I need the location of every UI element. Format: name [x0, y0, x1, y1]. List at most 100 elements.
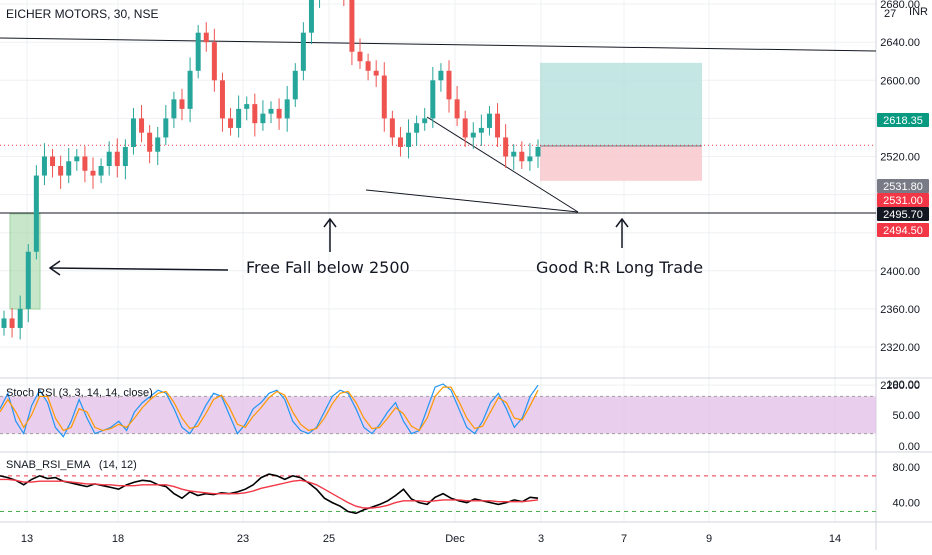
candle-body	[486, 113, 492, 128]
symbol-title: EICHER MOTORS, 30, NSE	[6, 7, 159, 21]
candle-body	[187, 70, 193, 109]
candle-body	[236, 108, 242, 128]
price-badge	[877, 113, 929, 127]
candle-body	[155, 137, 161, 152]
candle-body	[438, 70, 444, 81]
candle-body	[276, 108, 282, 119]
time-tick-label: 3	[538, 533, 544, 545]
snab-tick-label: 40.00	[892, 498, 920, 510]
stoch-series-line	[0, 383, 539, 438]
stoch-band	[0, 396, 876, 434]
arrow-up-trade-head	[615, 217, 629, 228]
price-badge	[877, 193, 929, 207]
arrow-left-head	[48, 260, 61, 276]
candle-body	[1, 318, 7, 328]
price-tick-label: 2640.00	[880, 37, 920, 49]
price-badge-label: 2531.80	[883, 181, 923, 193]
candle-body	[535, 146, 541, 157]
candle-body	[211, 42, 217, 81]
candle-body	[300, 32, 306, 71]
stoch-tick-label: 100.00	[886, 379, 920, 391]
arrow-up-support-head	[323, 217, 337, 228]
candle-body	[41, 156, 47, 176]
candle-body	[228, 118, 234, 128]
candle-body	[381, 75, 387, 119]
snab-tick-label: 80.00	[892, 462, 920, 474]
price-badge-label: 2494.50	[883, 225, 923, 237]
arrow-left-shaft	[49, 267, 229, 271]
candle-body	[17, 308, 23, 328]
candle-body	[527, 156, 533, 162]
candle-body	[163, 118, 169, 138]
stop-zone	[540, 146, 702, 181]
time-tick-label: 18	[112, 533, 124, 545]
candle-body	[478, 127, 484, 133]
candle-body	[244, 104, 250, 109]
time-tick-label: 9	[706, 533, 712, 545]
candle-body	[203, 32, 209, 43]
annotation-good-rr: Good R:R Long Trade	[536, 258, 704, 277]
candle-body	[98, 166, 104, 176]
wedge-upper-line	[426, 116, 579, 213]
time-tick-label: 13	[21, 533, 33, 545]
stoch-tick-label: 50.00	[892, 410, 920, 422]
price-tick-label: 2280.00	[880, 380, 920, 392]
candle-body	[147, 132, 153, 152]
candle-body	[292, 70, 298, 100]
candle-body	[82, 156, 88, 171]
candle-body	[195, 32, 201, 71]
candle-body	[414, 123, 420, 133]
candle-body	[519, 151, 525, 162]
target-zone	[540, 62, 702, 147]
price-badge	[877, 207, 929, 221]
time-tick-label: 14	[829, 533, 841, 545]
price-tick-label: 2360.00	[880, 304, 920, 316]
snab-rsi-label: SNAB_RSI_EMA (14, 12)	[6, 459, 137, 471]
price-badge	[877, 179, 929, 193]
price-badge-label: 2495.70	[883, 209, 923, 221]
candle-body	[74, 156, 80, 162]
candle-body	[422, 118, 428, 124]
time-tick-label: Dec	[445, 533, 465, 545]
candle-body	[430, 80, 436, 119]
price-tick-label: 2400.00	[880, 266, 920, 278]
candle-body	[268, 108, 274, 114]
candle-body	[171, 99, 177, 119]
candle-body	[66, 161, 72, 176]
candle-body	[260, 113, 266, 124]
candle-body	[9, 318, 15, 328]
candle-body	[122, 146, 128, 167]
candle-body	[33, 175, 39, 252]
candle-body	[106, 151, 112, 167]
candle-body	[357, 51, 363, 62]
stoch-series-line	[0, 386, 539, 432]
price-badge	[877, 223, 929, 237]
candle-body	[511, 151, 517, 157]
candle-body	[179, 99, 185, 109]
stoch-tick-label: 0.00	[899, 441, 920, 453]
currency-label: INR	[909, 6, 928, 18]
candle-body	[389, 118, 395, 138]
annotation-free-fall: Free Fall below 2500	[246, 258, 410, 277]
candle-body	[462, 118, 468, 138]
candle-body	[446, 70, 452, 100]
candle-body	[25, 251, 31, 309]
candle-body	[365, 61, 371, 71]
price-tick-label: 2680.00	[880, 0, 920, 11]
candle-body	[454, 99, 460, 119]
price-tick-label: 27	[884, 8, 896, 20]
candle-body	[397, 137, 403, 147]
candle-body	[373, 70, 379, 76]
time-tick-label: 7	[621, 533, 627, 545]
candle-body	[406, 132, 412, 147]
snab-series-line	[0, 478, 539, 509]
candle-body	[495, 113, 501, 138]
candle-body	[503, 137, 509, 157]
candle-body	[284, 99, 290, 119]
candle-body	[130, 118, 136, 147]
stoch-rsi-label: Stoch RSI (3, 3, 14, 14, close)	[6, 387, 153, 399]
candle-body	[58, 166, 64, 176]
time-tick-label: 25	[323, 533, 335, 545]
